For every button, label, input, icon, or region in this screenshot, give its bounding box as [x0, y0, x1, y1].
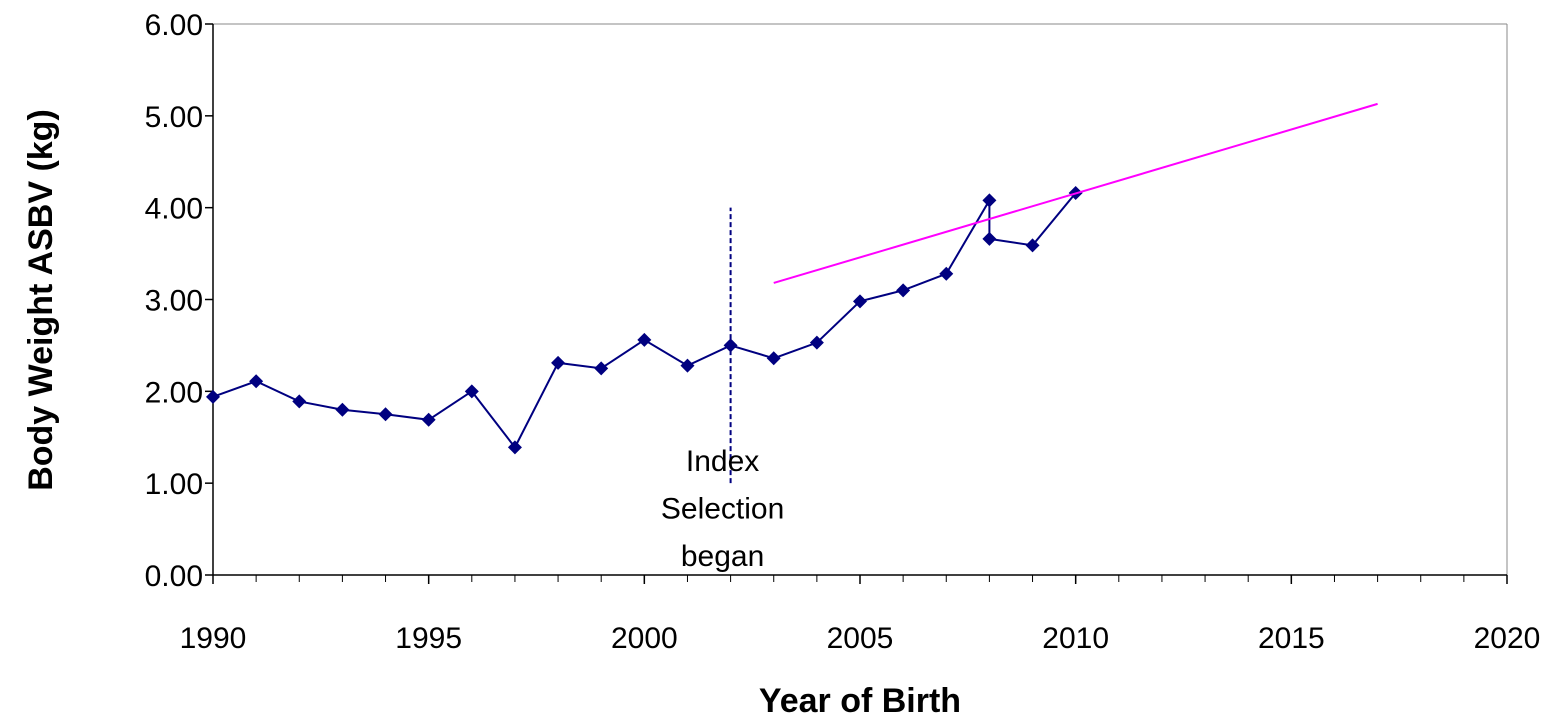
data-point: [206, 389, 220, 404]
data-point: [723, 338, 738, 353]
x-tick-label: 1990: [180, 622, 247, 655]
data-point: [249, 374, 264, 389]
data-point: [551, 355, 566, 370]
data-line: [212, 192, 1077, 450]
data-line: [773, 102, 1378, 284]
data-point: [421, 412, 436, 427]
data-point: [809, 335, 824, 350]
data-point: [896, 283, 911, 298]
x-axis-title: Year of Birth: [759, 682, 961, 720]
data-point: [292, 394, 307, 409]
y-tick-label: 1.00: [145, 468, 203, 501]
y-tick-label: 3.00: [145, 285, 203, 318]
y-tick-label: 5.00: [145, 101, 203, 134]
y-tick-label: 4.00: [145, 193, 203, 226]
y-axis-title: Body Weight ASBV (kg): [22, 109, 60, 491]
data-point: [594, 361, 609, 376]
data-point: [982, 231, 997, 246]
x-tick-label: 2015: [1258, 622, 1325, 655]
x-tick-label: 2020: [1474, 622, 1541, 655]
data-point: [766, 351, 781, 366]
data-point: [982, 193, 997, 208]
data-point: [1025, 238, 1040, 253]
x-tick-label: 2000: [611, 622, 678, 655]
y-tick-label: 2.00: [145, 376, 203, 409]
data-point: [335, 402, 350, 417]
data-point: [507, 440, 522, 455]
x-tick-label: 2010: [1042, 622, 1109, 655]
y-tick-label: 6.00: [145, 9, 203, 42]
data-point: [378, 407, 393, 422]
data-point: [853, 294, 867, 309]
y-tick-label: 0.00: [145, 560, 203, 593]
data-point: [464, 384, 479, 399]
x-tick-label: 2005: [827, 622, 894, 655]
data-point: [680, 358, 695, 373]
annotation-text: Selection: [661, 493, 784, 526]
annotation-text: Index: [686, 445, 759, 478]
annotation-text: began: [681, 540, 764, 573]
data-point: [939, 266, 954, 281]
x-tick-label: 1995: [395, 622, 462, 655]
data-point: [637, 332, 652, 347]
